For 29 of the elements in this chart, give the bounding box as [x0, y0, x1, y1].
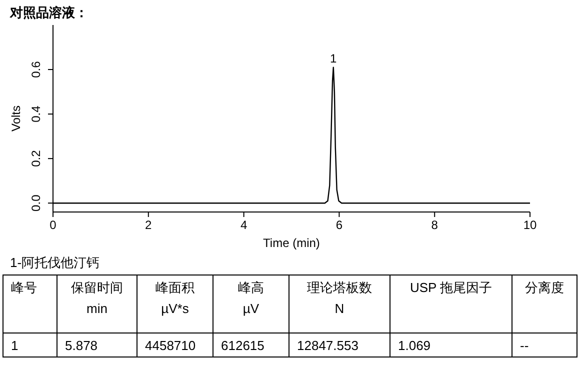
- x-tick-label: 10: [523, 218, 537, 232]
- x-tick-label: 4: [240, 218, 248, 232]
- text: 12847.553: [297, 338, 358, 353]
- text: 峰面积 µV*s: [156, 280, 194, 316]
- text: --: [520, 338, 529, 353]
- text: 1: [11, 338, 18, 353]
- text: 612615: [221, 338, 264, 353]
- x-tick-label: 6: [336, 218, 343, 232]
- y-axis-title: Volts: [9, 105, 23, 132]
- x-tick-label: 2: [145, 218, 152, 232]
- text: 5.878: [65, 338, 98, 353]
- x-axis-title: Time (min): [263, 236, 320, 250]
- x-tick-label: 0: [50, 218, 57, 232]
- text: 1.069: [398, 338, 431, 353]
- text: 分离度: [525, 280, 564, 295]
- y-tick-label: 0.6: [29, 60, 43, 78]
- text: 4458710: [145, 338, 196, 353]
- x-tick-label: 8: [431, 218, 438, 232]
- annotation: 1: [330, 51, 338, 66]
- text: USP 拖尾因子: [410, 280, 492, 295]
- chart-title: 对照品溶液：: [9, 5, 88, 20]
- text: 峰号: [11, 280, 37, 295]
- y-tick-label: 0.4: [29, 105, 43, 122]
- text: 理论塔板数 N: [307, 280, 372, 316]
- text: 1-阿托伐他汀钙: [10, 255, 100, 270]
- y-tick-label: 0.0: [29, 194, 43, 212]
- y-tick-label: 0.2: [29, 150, 43, 167]
- text: 保留时间 min: [71, 280, 123, 316]
- text: 峰高 µV: [238, 280, 264, 316]
